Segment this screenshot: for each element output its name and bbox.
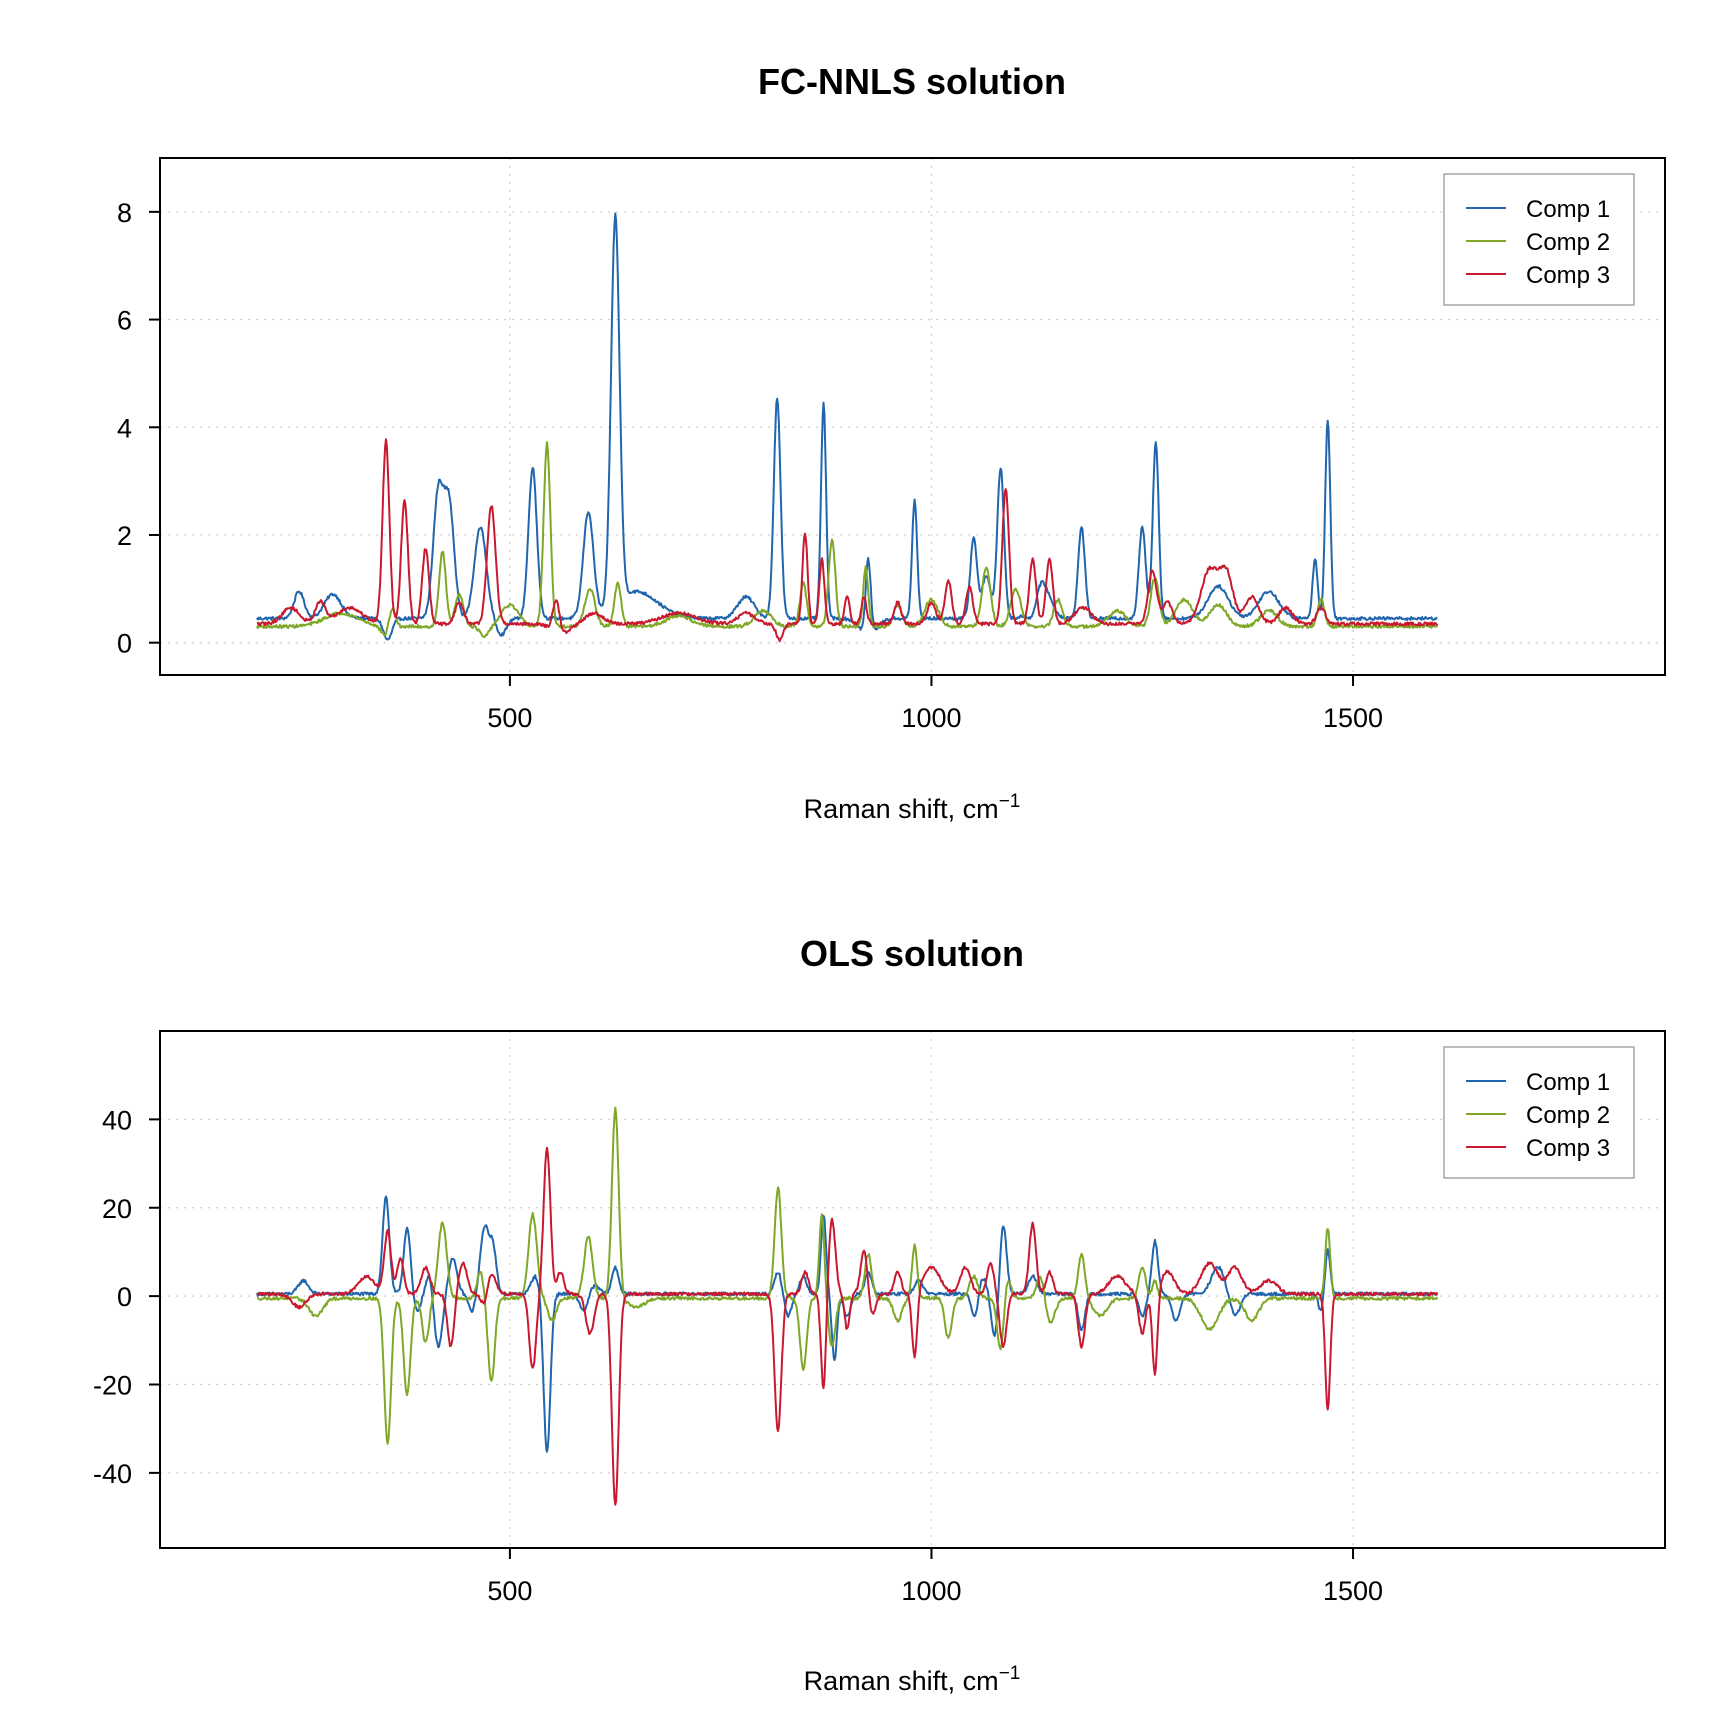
grid — [160, 1031, 1665, 1548]
fcnnls-panel: FC-NNLS solution 500 1000 1500 0 2 4 6 8 Raman … — [117, 61, 1666, 824]
legend-label: Comp 1 — [1526, 1069, 1610, 1096]
chart-title: OLS solution — [800, 933, 1024, 974]
legend-label: Comp 2 — [1526, 229, 1610, 256]
x-tick-label: 500 — [487, 703, 532, 733]
y-tick-label: 0 — [117, 629, 132, 659]
series-line-comp-2 — [256, 1106, 1439, 1445]
legend-label: Comp 2 — [1526, 1102, 1610, 1129]
ols-panel: OLS solution 500 1000 1500 -40 -20 0 20 40 Rama… — [93, 933, 1666, 1696]
legend-box — [1443, 1046, 1635, 1179]
y-tick-label: 4 — [117, 413, 132, 443]
series-line-comp-3 — [256, 438, 1439, 643]
y-tick-label: -20 — [93, 1371, 132, 1401]
legend-label: Comp 3 — [1526, 1135, 1610, 1162]
plot-frame — [159, 1030, 1666, 1549]
series-line-comp-3 — [256, 1146, 1439, 1506]
x-tick-label: 500 — [487, 1576, 532, 1606]
y-tick-label: 6 — [117, 306, 132, 336]
y-tick-label: 40 — [102, 1105, 132, 1135]
legend-box — [1443, 173, 1635, 306]
legend-label: Comp 3 — [1526, 262, 1610, 289]
y-tick-label: 2 — [117, 521, 132, 551]
y-tick-label: 8 — [117, 198, 132, 228]
legend: Comp 1 Comp 2 Comp 3 — [1443, 173, 1635, 306]
chart-title: FC-NNLS solution — [758, 61, 1066, 102]
plot-frame — [159, 157, 1666, 676]
y-tick-label: 20 — [102, 1194, 132, 1224]
y-tick-label: -40 — [93, 1459, 132, 1489]
legend: Comp 1 Comp 2 Comp 3 — [1443, 1046, 1635, 1179]
series-lines — [256, 212, 1439, 643]
x-tick-label: 1000 — [901, 703, 961, 733]
series-line-comp-1 — [256, 212, 1438, 641]
x-axis-label: Raman shift, cm−1 — [804, 1663, 1021, 1696]
x-tick-label: 1000 — [901, 1576, 961, 1606]
axis-ticks: 500 1000 1500 -40 -20 0 20 40 — [93, 1105, 1383, 1606]
x-tick-label: 1500 — [1323, 703, 1383, 733]
y-tick-label: 0 — [117, 1282, 132, 1312]
series-lines — [256, 1106, 1439, 1506]
series-line-comp-1 — [256, 1195, 1438, 1453]
legend-label: Comp 1 — [1526, 196, 1610, 223]
x-tick-label: 1500 — [1323, 1576, 1383, 1606]
x-axis-label: Raman shift, cm−1 — [804, 791, 1021, 824]
axis-ticks: 500 1000 1500 0 2 4 6 8 — [117, 198, 1383, 733]
